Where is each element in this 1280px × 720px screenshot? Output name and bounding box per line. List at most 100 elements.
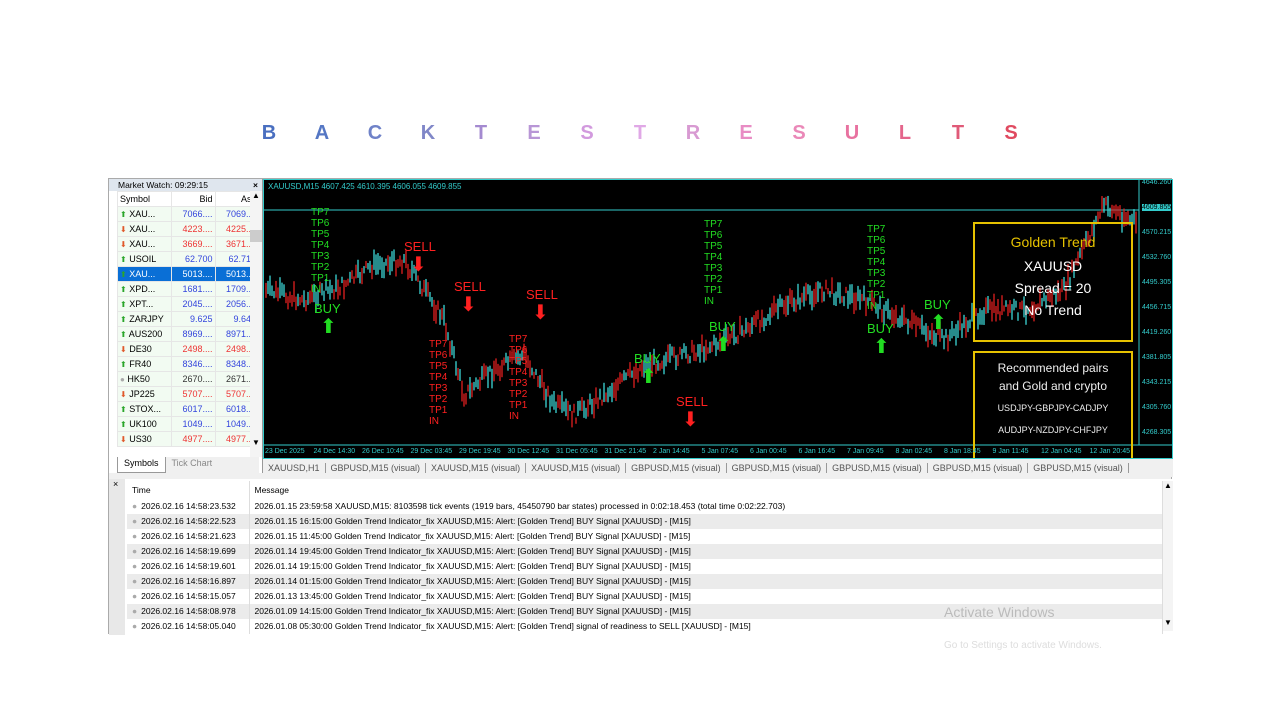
symbol-cell: ⬇ XAU...	[117, 236, 172, 252]
chart-tab[interactable]: GBPUSD,M15 (visual)	[827, 463, 928, 473]
market-watch-tabs: Symbols Tick Chart	[117, 457, 259, 473]
market-watch-row[interactable]: ⬇ JP225 5707.... 5707....	[117, 386, 259, 402]
market-watch-row[interactable]: ⬆ AUS200 8969.... 8971....	[117, 326, 259, 342]
price-tick: 4381.805	[1142, 354, 1172, 361]
chart-tab[interactable]: GBPUSD,M15 (visual)	[928, 463, 1029, 473]
market-watch-row[interactable]: ⬇ XAU... 4223.... 4225....	[117, 221, 259, 237]
time-value: 2026.02.16 14:58:15.057	[141, 591, 236, 601]
bid-cell: 1049....	[171, 416, 216, 432]
col-bid[interactable]: Bid	[171, 191, 216, 207]
journal-scrollbar[interactable]: ▲ ▼	[1163, 481, 1173, 631]
time-tick: 5 Jan 07:45	[701, 448, 739, 455]
market-watch-row[interactable]: ⬆ XAU... 7066.... 7069....	[117, 206, 259, 222]
tp-label: TP7	[704, 219, 723, 230]
chart-tab[interactable]: GBPUSD,M15 (visual)	[626, 463, 727, 473]
col-symbol[interactable]: Symbol	[117, 191, 172, 207]
journal-row[interactable]: ● 2026.02.16 14:58:05.040 2026.01.08 05:30…	[127, 619, 1163, 634]
sell-signal: SELL	[404, 239, 436, 254]
market-watch-row[interactable]: ⬇ US30 4977.... 4977....	[117, 431, 259, 447]
message-cell: 2026.01.13 13:45:00 Golden Trend Indicat…	[249, 589, 1163, 604]
arrow-down-icon: ⬇	[532, 302, 549, 324]
tp-label: TP3	[704, 263, 723, 274]
ask-cell: 4977....	[214, 431, 259, 447]
journal-row[interactable]: ● 2026.02.16 14:58:19.699 2026.01.14 19:45…	[127, 544, 1163, 559]
journal-row[interactable]: ● 2026.02.16 14:58:16.897 2026.01.14 01:15…	[127, 574, 1163, 589]
bid-cell: 2498....	[171, 341, 216, 357]
arrow-up-icon: ⬆	[120, 404, 127, 414]
tab-tick-chart[interactable]: Tick Chart	[171, 458, 213, 468]
market-watch-row[interactable]: ⬆ UK100 1049.... 1049....	[117, 416, 259, 432]
market-watch-row[interactable]: ⬆ FR40 8346.... 8348....	[117, 356, 259, 372]
market-watch-row[interactable]: ⬆ ZARJPY 9.625 9.643	[117, 311, 259, 327]
close-icon[interactable]: ×	[253, 180, 258, 190]
time-value: 2026.02.16 14:58:19.699	[141, 546, 236, 556]
market-watch-row[interactable]: ⬇ XAU... 3669.... 3671....	[117, 236, 259, 252]
journal-row[interactable]: ● 2026.02.16 14:58:08.978 2026.01.09 14:15…	[127, 604, 1163, 619]
tp-label: TP4	[509, 367, 528, 378]
journal-row[interactable]: ● 2026.02.16 14:58:22.523 2026.01.15 16:15…	[127, 514, 1163, 529]
title-letter: E	[527, 122, 541, 144]
market-watch-row[interactable]: ⬆ XAU... 5013.... 5013....	[117, 266, 259, 282]
market-watch-row[interactable]: ● HK50 2670.... 2671....	[117, 371, 259, 387]
symbol-cell: ● HK50	[117, 371, 172, 387]
tp-label: TP5	[509, 356, 528, 367]
col-time[interactable]: Time	[127, 481, 250, 499]
symbol-name: USOIL	[129, 253, 157, 264]
arrow-down-icon: ⬇	[120, 344, 127, 354]
tp-label: TP1	[704, 285, 723, 296]
tp-label: TP7	[311, 207, 330, 218]
tp-label: TP4	[429, 372, 448, 383]
market-watch-row[interactable]: ⬆ XPD... 1681.... 1709....	[117, 281, 259, 297]
tab-symbols[interactable]: Symbols	[117, 457, 166, 473]
bid-cell: 8969....	[171, 326, 216, 342]
market-watch-scrollbar[interactable]: ▲ ▼	[250, 191, 262, 457]
market-watch-row[interactable]: ⬆ STOX... 6017.... 6018....	[117, 401, 259, 417]
market-watch-header: Market Watch: 09:29:15 ×	[109, 179, 262, 191]
time-cell: ● 2026.02.16 14:58:16.897	[127, 574, 250, 589]
terminal-side-bar: ×	[109, 479, 125, 635]
arrow-up-icon: ⬆	[120, 209, 127, 219]
ask-cell: 2671....	[214, 371, 259, 387]
journal-row[interactable]: ● 2026.02.16 14:58:21.623 2026.01.15 11:45…	[127, 529, 1163, 544]
time-tick: 31 Dec 05:45	[556, 448, 598, 455]
tp-label: TP4	[311, 240, 330, 251]
close-icon[interactable]: ×	[113, 479, 119, 489]
col-ask[interactable]: Ask	[214, 191, 259, 207]
market-watch-table: Symbol Bid Ask ⬆ XAU... 7066.... 7069.... ⬇…	[117, 191, 259, 447]
chart-tab[interactable]: XAUUSD,M15 (visual)	[526, 463, 627, 473]
market-watch-row[interactable]: ⬆ XPT... 2045.... 2056....	[117, 296, 259, 312]
ask-cell: 2498....	[214, 341, 259, 357]
journal-row[interactable]: ● 2026.02.16 14:58:23.532 2026.01.15 23:59…	[127, 499, 1163, 514]
chart-tab[interactable]: GBPUSD,M15 (visual)	[1028, 463, 1129, 473]
tp-label: IN	[509, 411, 519, 422]
time-value: 2026.02.16 14:58:08.978	[141, 606, 236, 616]
panel-trend: No Trend	[1024, 302, 1082, 318]
journal-row[interactable]: ● 2026.02.16 14:58:15.057 2026.01.13 13:45…	[127, 589, 1163, 604]
market-watch-row[interactable]: ⬇ DE30 2498.... 2498....	[117, 341, 259, 357]
price-tick: 4343.215	[1142, 379, 1172, 386]
journal-row[interactable]: ● 2026.02.16 14:58:19.601 2026.01.14 19:15…	[127, 559, 1163, 574]
price-tick: 4268.305	[1142, 429, 1172, 436]
tp-label: TP3	[867, 268, 886, 279]
title-letter: L	[898, 122, 912, 144]
activate-windows-hint: Go to Settings to activate Windows.	[944, 640, 1102, 651]
bid-cell: 1681....	[171, 281, 216, 297]
price-chart[interactable]: XAUUSD,M15 4607.425 4610.395 4606.055 46…	[263, 179, 1173, 459]
tp-label: TP5	[429, 361, 448, 372]
panel-symbol: XAUUSD	[1023, 258, 1083, 274]
tp-label: TP7	[429, 339, 448, 350]
log-dot-icon: ●	[132, 531, 138, 541]
time-tick: 29 Dec 19:45	[459, 448, 501, 455]
tp-label: TP7	[509, 334, 528, 345]
chart-tab[interactable]: XAUUSD,H1	[263, 463, 326, 473]
title-letter: S	[1004, 122, 1018, 144]
time-value: 2026.02.16 14:58:22.523	[141, 516, 236, 526]
market-watch-row[interactable]: ⬆ USOIL 62.700 62.713	[117, 251, 259, 267]
chart-tab[interactable]: XAUUSD,M15 (visual)	[426, 463, 527, 473]
chart-tab[interactable]: GBPUSD,M15 (visual)	[326, 463, 427, 473]
chart-tab[interactable]: GBPUSD,M15 (visual)	[727, 463, 828, 473]
col-message[interactable]: Message	[249, 481, 1163, 499]
time-tick: 6 Jan 16:45	[798, 448, 836, 455]
price-tick: 4456.715	[1142, 304, 1172, 311]
